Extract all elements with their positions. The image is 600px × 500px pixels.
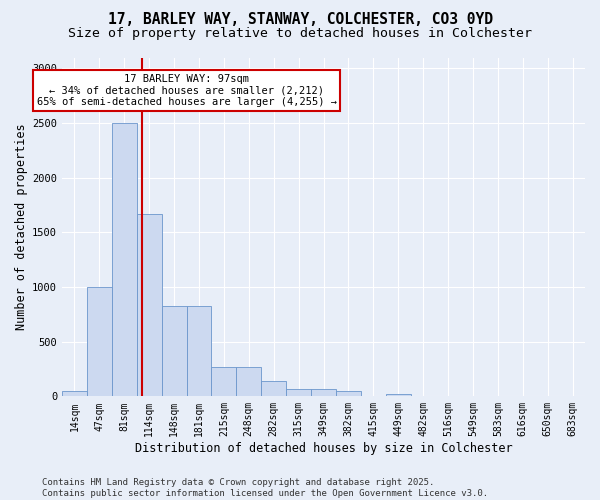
Bar [386, 394, 410, 396]
Bar [236, 367, 261, 396]
X-axis label: Distribution of detached houses by size in Colchester: Distribution of detached houses by size … [135, 442, 512, 455]
Bar [336, 391, 361, 396]
Text: Size of property relative to detached houses in Colchester: Size of property relative to detached ho… [68, 28, 532, 40]
Bar [261, 381, 286, 396]
Bar [137, 214, 161, 396]
Bar [62, 391, 87, 396]
Text: 17, BARLEY WAY, STANWAY, COLCHESTER, CO3 0YD: 17, BARLEY WAY, STANWAY, COLCHESTER, CO3… [107, 12, 493, 28]
Bar [211, 367, 236, 396]
Bar [87, 287, 112, 397]
Bar [311, 388, 336, 396]
Text: Contains HM Land Registry data © Crown copyright and database right 2025.
Contai: Contains HM Land Registry data © Crown c… [42, 478, 488, 498]
Text: 17 BARLEY WAY: 97sqm
← 34% of detached houses are smaller (2,212)
65% of semi-de: 17 BARLEY WAY: 97sqm ← 34% of detached h… [37, 74, 337, 107]
Bar [112, 123, 137, 396]
Bar [187, 306, 211, 396]
Y-axis label: Number of detached properties: Number of detached properties [15, 124, 28, 330]
Bar [286, 388, 311, 396]
Bar [161, 306, 187, 396]
